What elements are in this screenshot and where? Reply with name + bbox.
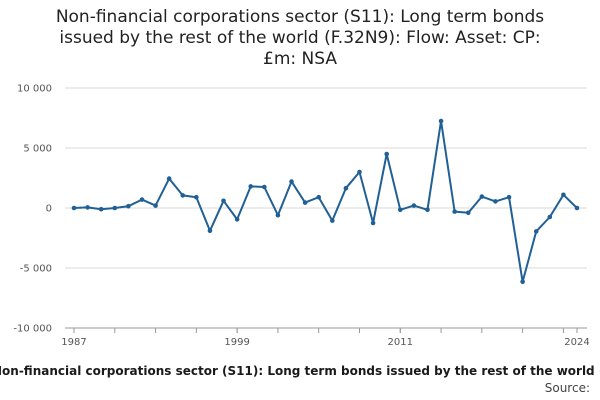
data-point xyxy=(316,194,322,200)
source-label: Source: xyxy=(544,381,590,395)
data-point xyxy=(425,207,430,213)
data-points xyxy=(71,118,580,285)
data-point xyxy=(343,185,349,191)
data-point xyxy=(520,279,525,285)
y-tick-label: -10 000 xyxy=(13,324,52,335)
data-point xyxy=(561,192,566,198)
data-series xyxy=(73,120,578,283)
data-point xyxy=(234,217,240,222)
y-tick-label: -5 000 xyxy=(20,264,52,275)
data-point xyxy=(493,199,498,204)
y-tick-label: 0 xyxy=(46,204,52,215)
data-point xyxy=(71,205,77,211)
y-tick-label: 10 000 xyxy=(17,84,52,95)
data-point xyxy=(574,205,580,211)
chart-caption: Non-financial corporations sector (S11):… xyxy=(0,364,600,378)
y-axis-ticks: 10 000 5 000 0 -5 000 -10 000 xyxy=(13,84,52,335)
x-axis: 1987 1999 2011 2024 xyxy=(61,327,590,348)
data-point xyxy=(85,205,90,210)
data-point xyxy=(411,203,417,208)
data-point xyxy=(207,228,213,234)
data-point xyxy=(302,200,308,205)
data-point xyxy=(126,203,131,209)
data-point xyxy=(98,206,104,212)
data-point xyxy=(479,194,485,199)
data-point xyxy=(357,169,362,175)
data-point xyxy=(533,229,539,234)
data-point xyxy=(370,220,376,226)
chart-title-line-1: Non-financial corporations sector (S11):… xyxy=(55,7,545,27)
data-point xyxy=(221,198,226,204)
data-point xyxy=(262,184,267,190)
chart-title-line-2: issued by the rest of the world (F.32N9)… xyxy=(59,28,541,48)
data-point xyxy=(248,184,254,189)
x-tick-label: 1987 xyxy=(61,337,86,348)
x-tick-label: 1999 xyxy=(224,337,249,348)
data-point xyxy=(506,194,512,200)
data-point xyxy=(194,194,199,200)
chart-title-line-3: £m: NSA xyxy=(263,49,337,69)
series-line xyxy=(73,120,578,283)
data-point xyxy=(275,212,281,218)
data-point xyxy=(547,214,553,220)
data-point xyxy=(452,209,457,214)
data-point xyxy=(153,203,158,208)
data-point xyxy=(139,197,145,202)
data-point xyxy=(397,207,403,213)
chart-title: Non-financial corporations sector (S11):… xyxy=(20,7,580,70)
data-point xyxy=(112,205,118,211)
data-point xyxy=(384,151,389,157)
y-tick-label: 5 000 xyxy=(23,144,52,155)
data-point xyxy=(180,193,186,198)
x-tick-label: 2011 xyxy=(388,337,413,348)
x-tick-label: 2024 xyxy=(564,337,589,348)
data-point xyxy=(465,210,471,216)
data-point xyxy=(166,176,172,181)
data-point xyxy=(329,218,335,223)
data-point xyxy=(438,118,444,124)
data-point xyxy=(289,179,294,184)
